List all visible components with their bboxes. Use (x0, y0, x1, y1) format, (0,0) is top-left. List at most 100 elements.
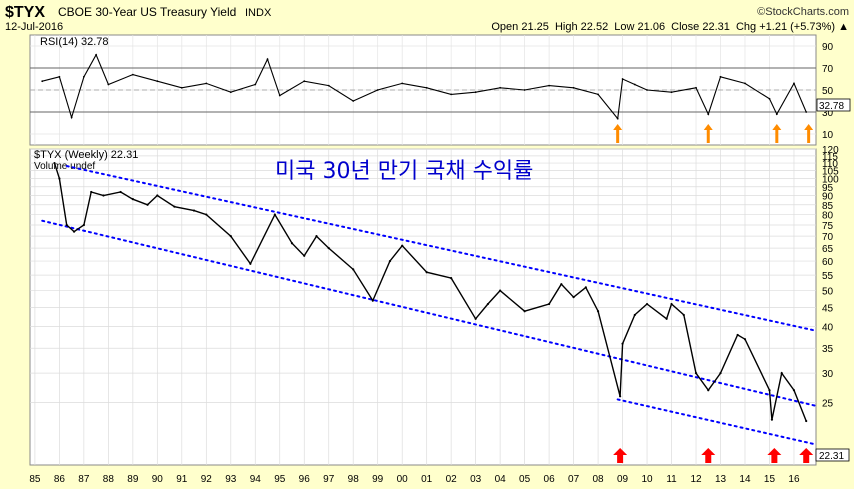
price-point (53, 161, 56, 165)
rsi-point (303, 80, 306, 83)
symbol-description: CBOE 30-Year US Treasury Yield (58, 5, 236, 19)
price-point (205, 213, 208, 216)
rsi-point (670, 91, 673, 94)
x-tick-label: 92 (201, 474, 213, 485)
x-tick-label: 09 (617, 474, 629, 485)
x-tick-label: 03 (470, 474, 482, 485)
x-tick-label: 87 (78, 474, 90, 485)
price-point (192, 209, 196, 212)
x-tick-label: 96 (299, 474, 311, 485)
rsi-signal-arrow (613, 124, 623, 143)
price-point (371, 299, 374, 302)
rsi-series (41, 53, 808, 120)
symbol-title: $TYX (5, 4, 45, 21)
rsi-line (42, 53, 807, 120)
x-axis: 85 86 87 88 89 90 91 92 93 94 95 96 97 98 99 00 01 02 03 04… (29, 474, 800, 485)
price-point (792, 389, 796, 392)
rsi-point (548, 84, 551, 87)
rsi-y-tick-label: 50 (822, 86, 834, 97)
rsi-point (327, 84, 330, 87)
price-point (548, 302, 551, 306)
rsi-point (41, 80, 44, 83)
rsi-point (793, 82, 795, 85)
price-y-tick-label: 120 (822, 145, 839, 156)
price-point (102, 194, 105, 197)
price-y-tick-label: 75 (822, 221, 834, 232)
price-signal-arrow (799, 448, 814, 463)
rsi-signal-arrow (703, 124, 713, 143)
price-point (560, 283, 563, 286)
price-point (770, 418, 774, 421)
price-y-tick-label: 30 (822, 369, 834, 380)
price-point (670, 302, 673, 306)
x-tick-label: 02 (446, 474, 458, 485)
x-tick-label: 98 (348, 474, 360, 485)
price-point (633, 313, 636, 317)
price-point (736, 333, 739, 337)
brand-label: ©StockCharts.com (757, 6, 849, 18)
price-point (682, 313, 685, 317)
rsi-point (805, 111, 808, 113)
rsi-point (633, 83, 636, 86)
rsi-y-tick-label: 70 (822, 64, 834, 75)
korean-annotation: 미국 30년 만기 국채 수익률 (275, 159, 533, 184)
rsi-point (450, 93, 453, 96)
rsi-point (266, 58, 269, 61)
rsi-point (695, 86, 697, 89)
price-point (327, 247, 330, 250)
rsi-point (621, 78, 624, 80)
price-y-tick-label: 65 (822, 244, 834, 255)
x-tick-label: 10 (641, 474, 653, 485)
price-point (352, 268, 355, 271)
x-tick-label: 05 (519, 474, 531, 485)
price-point (82, 223, 85, 227)
rsi-point (572, 86, 575, 89)
price-point (474, 317, 477, 320)
rsi-point (107, 83, 110, 86)
price-point (315, 235, 318, 238)
price-y-tick-label: 35 (822, 344, 834, 355)
rsi-label: RSI(14) 32.78 (40, 36, 108, 48)
quote-line: Open 21.25 High 22.52 Low 21.06 Close 22… (491, 21, 849, 33)
price-point (523, 310, 526, 313)
price-arrows (613, 448, 814, 463)
price-signal-arrow (767, 448, 782, 463)
price-point (619, 395, 622, 398)
rsi-point (646, 89, 648, 91)
price-y-tick-label: 90 (822, 192, 834, 203)
price-point (303, 254, 306, 257)
rsi-signal-arrow (804, 124, 814, 143)
x-tick-label: 88 (103, 474, 115, 485)
price-point (596, 310, 600, 313)
volume-label: Volume undef (34, 161, 95, 172)
x-tick-label: 93 (225, 474, 237, 485)
x-tick-label: 89 (127, 474, 139, 485)
rsi-point (352, 100, 355, 102)
price-point (572, 296, 575, 299)
price-point (805, 419, 808, 423)
rsi-point (707, 113, 710, 116)
x-tick-label: 97 (323, 474, 335, 485)
rsi-arrows (613, 124, 814, 143)
x-tick-label: 99 (372, 474, 384, 485)
price-point (119, 190, 122, 194)
price-point (486, 302, 489, 306)
x-tick-label: 94 (250, 474, 262, 485)
price-point (621, 342, 624, 345)
x-tick-label: 85 (29, 474, 41, 485)
rsi-point (719, 75, 722, 78)
price-point (584, 286, 587, 289)
x-tick-label: 01 (421, 474, 433, 485)
price-point (425, 271, 428, 274)
channel-lines (41, 165, 817, 446)
rsi-y-tick-label: 30 (822, 108, 834, 119)
rsi-current-box: 32.78 (816, 98, 851, 112)
price-y-tick-label: 85 (822, 201, 834, 212)
price-point (249, 262, 252, 265)
price-point (694, 372, 698, 375)
price-y-tick-label: 80 (822, 211, 834, 222)
rsi-y-tick-label: 10 (822, 130, 834, 141)
price-point (156, 194, 159, 197)
channel-line-lower (41, 219, 817, 407)
x-tick-label: 86 (54, 474, 66, 485)
